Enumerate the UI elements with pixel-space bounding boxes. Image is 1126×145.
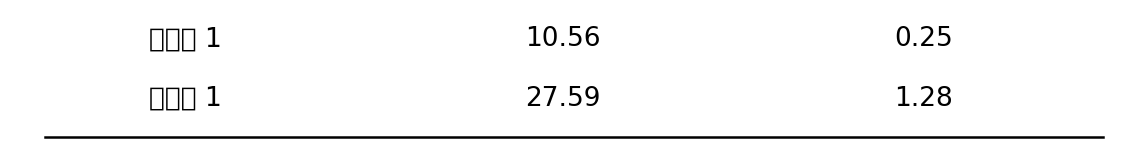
Text: 27.59: 27.59: [525, 86, 601, 112]
Text: 对比剂 1: 对比剂 1: [150, 86, 222, 112]
Text: 催化剂 1: 催化剂 1: [150, 26, 222, 52]
Text: 0.25: 0.25: [894, 26, 953, 52]
Text: 10.56: 10.56: [525, 26, 601, 52]
Text: 1.28: 1.28: [894, 86, 953, 112]
